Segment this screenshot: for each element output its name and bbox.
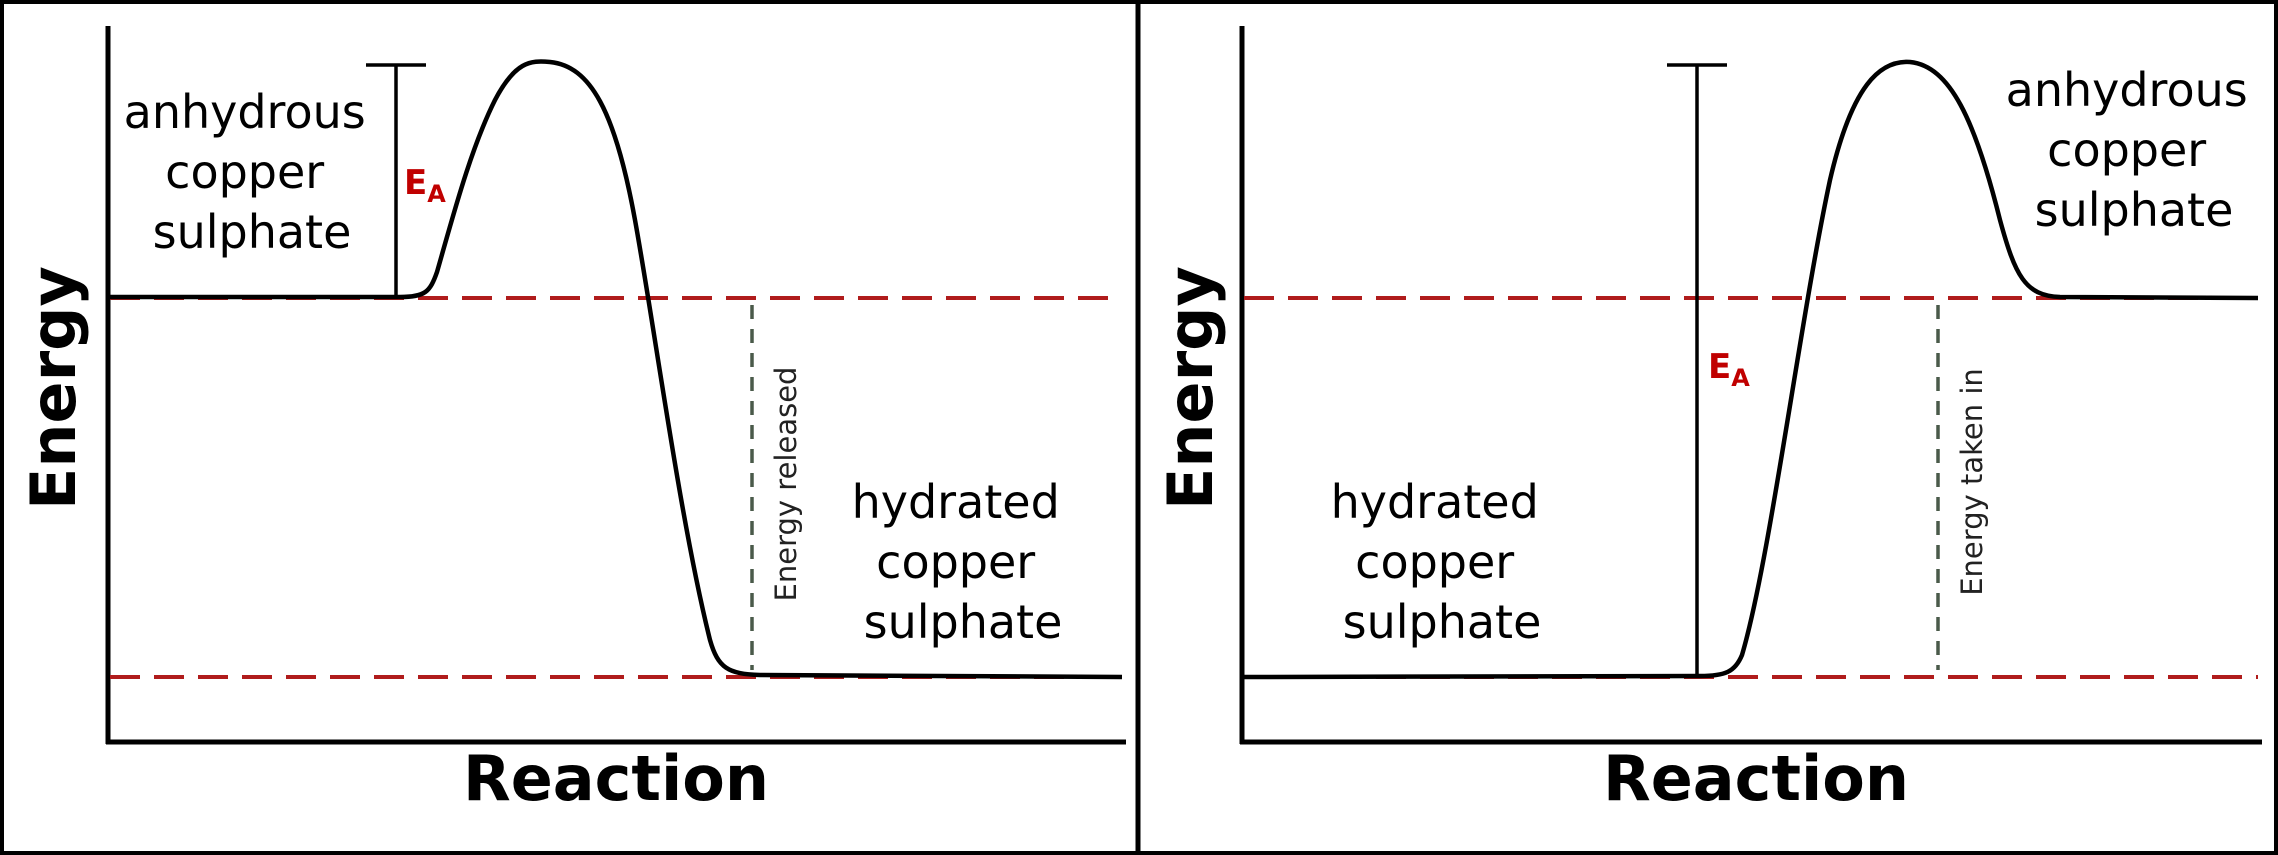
- x-axis-title: Reaction: [463, 742, 769, 815]
- y-axis-title: Energy: [1154, 266, 1227, 510]
- panel-exothermic: EA Energy released anhydrous copper sulp…: [17, 26, 1126, 815]
- reaction-curve: [1243, 59, 2259, 680]
- reactant-label: anhydrous copper sulphate: [124, 85, 381, 259]
- activation-energy-label: EA: [1708, 347, 1750, 392]
- panel-endothermic: EA Energy taken in hydrated copper sulph…: [1154, 26, 2262, 815]
- energy-change-label: Energy taken in: [1955, 368, 1989, 596]
- reaction-curve: [110, 59, 1123, 680]
- x-axis-title: Reaction: [1603, 742, 1909, 815]
- energy-change-label: Energy released: [769, 367, 803, 602]
- y-axis-title: Energy: [17, 266, 90, 510]
- activation-energy-label: EA: [404, 163, 446, 208]
- product-label: anhydrous copper sulphate: [2006, 63, 2263, 237]
- reactant-label: hydrated copper sulphate: [1331, 475, 1554, 649]
- product-label: hydrated copper sulphate: [852, 475, 1075, 649]
